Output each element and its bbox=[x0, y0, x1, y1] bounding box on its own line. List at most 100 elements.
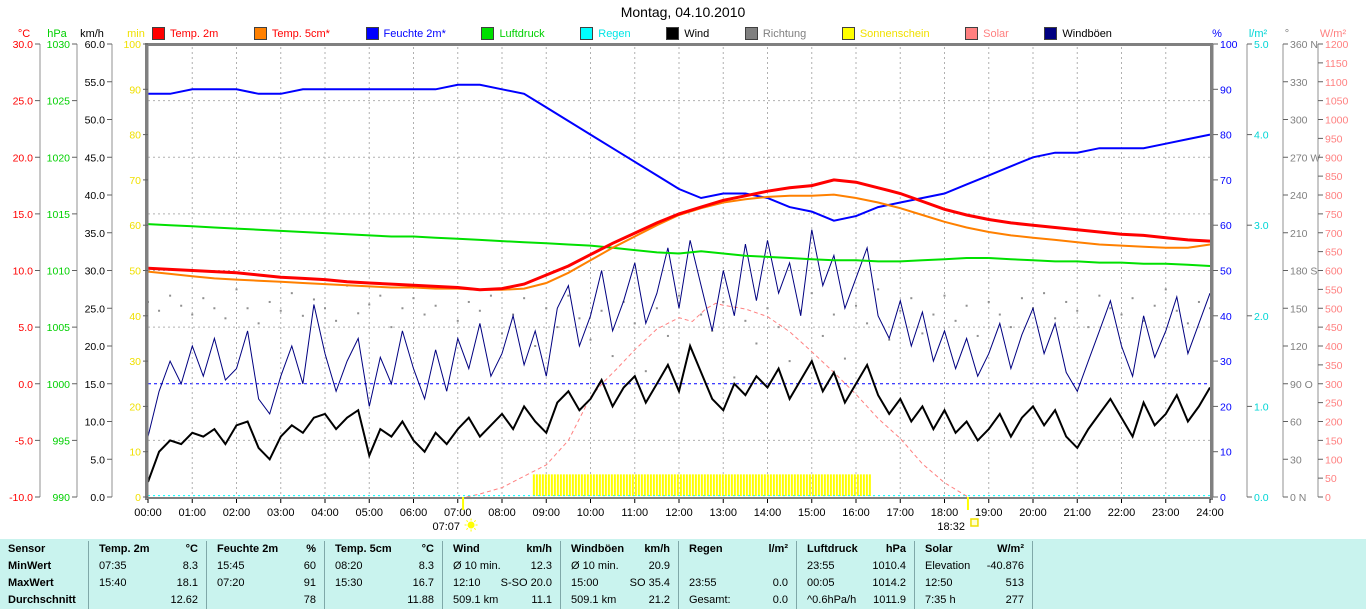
stats-cell: 15:45 60 bbox=[207, 558, 324, 575]
x-axis-label: 24:00 bbox=[1196, 507, 1224, 519]
axis-w-m-tick-label: 550 bbox=[1325, 284, 1343, 296]
axis-min-tick-label: 80 bbox=[129, 130, 141, 142]
stats-cell-value: SO 35.4 bbox=[629, 577, 670, 589]
series-richtung-dot bbox=[678, 294, 680, 297]
x-axis-label: 16:00 bbox=[842, 507, 870, 519]
axis--tick-label: 150 bbox=[1290, 303, 1308, 315]
series-richtung-dot bbox=[456, 319, 459, 322]
axis-l-m-tick-label: 2.0 bbox=[1254, 311, 1269, 323]
x-axis-label: 20:00 bbox=[1019, 507, 1047, 519]
stats-cell-value: 1014.2 bbox=[872, 577, 906, 589]
axis-w-m-tick-label: 700 bbox=[1325, 228, 1343, 240]
x-axis-label: 11:00 bbox=[621, 507, 648, 519]
stats-cell: 08:20 8.3 bbox=[325, 558, 442, 575]
x-axis-label: 21:00 bbox=[1063, 507, 1091, 519]
axis-c-tick-label: 30.0 bbox=[13, 39, 34, 51]
axis-w-m-tick-label: 0 bbox=[1325, 492, 1331, 504]
axis-km-h-tick-label: 20.0 bbox=[85, 341, 106, 353]
x-axis-label: 14:00 bbox=[754, 507, 782, 519]
axis--tick-label: 0 N bbox=[1290, 492, 1306, 504]
axis-km-h-tick-label: 10.0 bbox=[85, 417, 106, 429]
series-richtung-dot bbox=[1065, 300, 1068, 303]
axis-w-m-tick-label: 750 bbox=[1325, 209, 1343, 221]
stats-cell-value: 11.1 bbox=[531, 594, 552, 606]
series-richtung-dot bbox=[810, 292, 813, 295]
x-axis-label: 09:00 bbox=[532, 507, 560, 519]
axis-km-h-tick-label: 25.0 bbox=[85, 303, 106, 315]
stats-cell: 15:00 SO 35.4 bbox=[561, 575, 678, 592]
axis-w-m-tick-label: 100 bbox=[1325, 454, 1343, 466]
stats-header-unit: °C bbox=[421, 543, 434, 555]
x-axis-label: 18:00 bbox=[931, 507, 959, 519]
axis-hpa-tick-label: 1030 bbox=[47, 39, 71, 51]
stats-header-unit: l/m² bbox=[768, 543, 788, 555]
axis-min-tick-label: 30 bbox=[129, 356, 141, 368]
axis-w-m-tick-label: 1200 bbox=[1325, 39, 1349, 51]
series-richtung-dot bbox=[434, 304, 437, 307]
legend-label: Regen bbox=[598, 27, 631, 40]
legend-item-windb-en: Windböen bbox=[1044, 27, 1112, 40]
legend-item-luftdruck: Luftdruck bbox=[481, 27, 545, 40]
axis-l-m-tick-label: 4.0 bbox=[1254, 130, 1269, 142]
series-richtung-dot bbox=[545, 307, 548, 310]
legend-label: Solar bbox=[983, 27, 1009, 40]
stats-col-wind: Wind km/h Ø 10 min. 12.3 12:10 S-SO 20.0 509.1… bbox=[442, 541, 560, 609]
x-axis-label: 13:00 bbox=[709, 507, 737, 519]
x-axis-label: 00:00 bbox=[134, 507, 162, 519]
axis-hpa-tick-label: 990 bbox=[52, 492, 70, 504]
stats-cell-time: 509.1 km bbox=[453, 594, 499, 606]
axis-c-unit: °C bbox=[18, 28, 30, 40]
x-axis-label: 22:00 bbox=[1108, 507, 1136, 519]
stats-header-solar: Solar W/m² bbox=[915, 541, 1032, 558]
axis-c-tick-label: -5.0 bbox=[15, 435, 33, 447]
axis-w-m-tick-label: 200 bbox=[1325, 417, 1343, 429]
series-richtung-dot bbox=[1164, 288, 1167, 291]
axis-l-m-unit: l/m² bbox=[1249, 28, 1268, 40]
axis-w-m-tick-label: 1000 bbox=[1325, 115, 1349, 127]
axis-min-tick-label: 20 bbox=[129, 401, 141, 413]
series-richtung-dot bbox=[976, 334, 979, 337]
x-axis-label: 01:00 bbox=[178, 507, 206, 519]
x-axis-label: 10:00 bbox=[577, 507, 605, 519]
stats-cell: 07:35 8.3 bbox=[89, 558, 206, 575]
series-richtung-dot bbox=[910, 297, 913, 300]
series-richtung-dot bbox=[611, 355, 614, 358]
stats-cell-time: 12:50 bbox=[925, 577, 953, 589]
axis--tick-label: 240 bbox=[1290, 190, 1308, 202]
axis-w-m-tick-label: 350 bbox=[1325, 360, 1343, 372]
series-richtung-dot bbox=[312, 298, 315, 301]
axis-km-h-tick-label: 5.0 bbox=[90, 454, 105, 466]
stats-cell: 15:40 18.1 bbox=[89, 575, 206, 592]
axis-w-m-tick-label: 1100 bbox=[1325, 77, 1348, 89]
axis-hpa-tick-label: 1000 bbox=[47, 379, 71, 391]
series-richtung-dot bbox=[843, 357, 846, 360]
legend-item-solar: Solar bbox=[965, 27, 1009, 40]
series-richtung-dot bbox=[832, 313, 835, 316]
axis-km-h-tick-label: 60.0 bbox=[85, 39, 106, 51]
series-richtung-dot bbox=[191, 313, 194, 316]
series-richtung-dot bbox=[700, 313, 703, 316]
stats-col-solar: Solar W/m² Elevation -40.876 12:50 513 7:35 h 2… bbox=[914, 541, 1032, 609]
stats-grid: Sensor MinWert MaxWert Durchschnitt Temp. 2m… bbox=[0, 539, 1366, 609]
stats-cell: ^0.6hPa/h 1011.9 bbox=[797, 592, 914, 609]
legend-swatch-temp-2m bbox=[152, 27, 165, 40]
axis-w-m-tick-label: 1150 bbox=[1325, 58, 1348, 70]
axis-km-h-tick-label: 15.0 bbox=[85, 379, 106, 391]
legend-label: Sonnenschein bbox=[859, 27, 930, 40]
axis--tick-label: 50 bbox=[1220, 266, 1232, 278]
axis-w-m-unit: W/m² bbox=[1320, 28, 1347, 40]
stats-cell: Gesamt: 0.0 bbox=[679, 592, 796, 609]
series-temp-2m bbox=[147, 178, 1211, 292]
series-richtung-dot bbox=[633, 322, 636, 325]
axis-w-m-tick-label: 250 bbox=[1325, 398, 1343, 410]
stats-cell-time: 7:35 h bbox=[925, 594, 956, 606]
axis-w-m-tick-label: 450 bbox=[1325, 322, 1343, 334]
series-richtung-dot bbox=[1186, 322, 1189, 325]
axis-km-h-tick-label: 40.0 bbox=[85, 190, 106, 202]
stats-cell-value: S-SO 20.0 bbox=[500, 577, 552, 589]
stats-col-feuchte-2m: Feuchte 2m% 15:45 60 07:20 91 78 bbox=[206, 541, 324, 609]
series-richtung-dot bbox=[1109, 307, 1112, 310]
stats-cell-time: 15:45 bbox=[217, 560, 245, 572]
axis-l-m-tick-label: 3.0 bbox=[1254, 220, 1269, 232]
axis-hpa-tick-label: 1015 bbox=[47, 209, 71, 221]
